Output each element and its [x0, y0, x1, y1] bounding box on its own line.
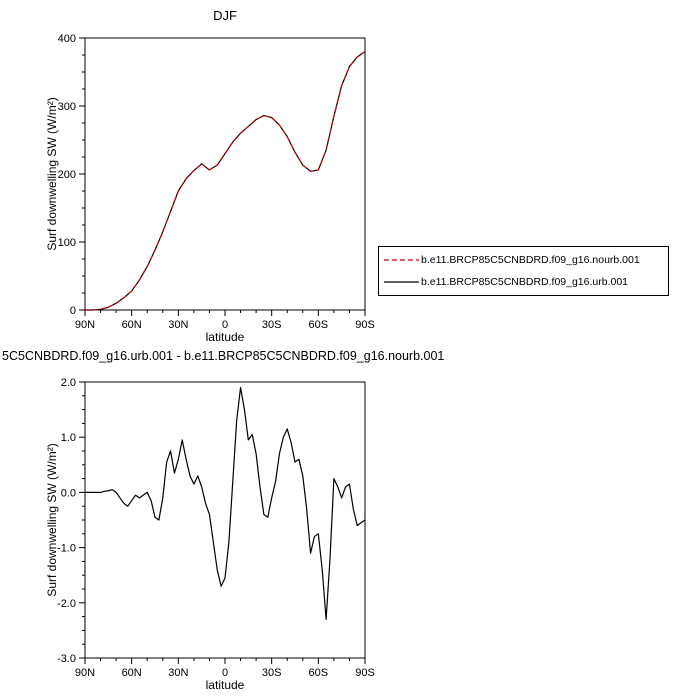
legend-line-sample-urb-icon — [384, 281, 419, 283]
legend-label-urb: b.e11.BRCP85C5CNBDRD.f09_g16.urb.001 — [421, 276, 629, 288]
y-tick-label: 100 — [58, 237, 76, 249]
plot-frame — [84, 381, 366, 659]
x-axis-label: latitude — [206, 330, 245, 344]
x-tick-label: 90S — [355, 319, 375, 331]
chart-title: 5C5CNBDRD.f09_g16.urb.001 - b.e11.BRCP85… — [2, 349, 444, 363]
y-tick-label: -3.0 — [57, 653, 76, 665]
top-panel-plot: 90N 60N 30N 0 30S 60S 90S 0 100 200 300 400 DJF latit… — [45, 8, 375, 344]
legend-line-sample-nourb-icon — [384, 259, 419, 261]
x-tick-label: 0 — [222, 319, 228, 331]
x-tick-label: 90S — [355, 667, 375, 679]
series-line — [85, 51, 366, 311]
y-tick-label: 2.0 — [61, 377, 76, 389]
x-tick-label: 90N — [75, 319, 95, 331]
x-tick-label: 30N — [168, 319, 188, 331]
series-line — [85, 386, 366, 620]
y-tick-label: 0.0 — [61, 487, 76, 499]
x-tick-label: 30S — [262, 667, 282, 679]
x-tick-label: 30N — [168, 667, 188, 679]
x-tick-label: 60N — [122, 667, 142, 679]
y-tick-label: -2.0 — [57, 598, 76, 610]
x-tick-label: 60S — [309, 319, 329, 331]
y-tick-label: 0 — [70, 305, 76, 317]
legend: b.e11.BRCP85C5CNBDRD.f09_g16.nourb.001 b… — [378, 246, 669, 296]
y-tick-label: 400 — [58, 33, 76, 45]
x-tick-label: 90N — [75, 667, 95, 679]
x-tick-label: 60S — [309, 667, 329, 679]
x-tick-label: 0 — [222, 667, 228, 679]
y-tick-label: 1.0 — [61, 432, 76, 444]
top-chart: 90N 60N 30N 0 30S 60S 90S 0 100 200 300 400 DJF latit… — [45, 8, 375, 344]
legend-item-nourb: b.e11.BRCP85C5CNBDRD.f09_g16.nourb.001 — [381, 249, 666, 271]
y-axis-label: Surf downwelling SW (W/m²) — [45, 443, 59, 596]
plot-frame — [84, 37, 366, 311]
y-tick-label: 300 — [58, 101, 76, 113]
series-line — [85, 51, 366, 311]
legend-item-urb: b.e11.BRCP85C5CNBDRD.f09_g16.urb.001 — [381, 271, 666, 293]
x-tick-label: 30S — [262, 319, 282, 331]
x-tick-label: 60N — [122, 319, 142, 331]
chart-title: DJF — [213, 8, 237, 23]
x-axis-label: latitude — [206, 678, 245, 692]
y-tick-label: -1.0 — [57, 543, 76, 555]
legend-label-nourb: b.e11.BRCP85C5CNBDRD.f09_g16.nourb.001 — [421, 254, 640, 266]
y-axis-label: Surf downwelling SW (W/m²) — [45, 97, 59, 250]
y-tick-label: 200 — [58, 169, 76, 181]
bottom-chart: 90N 60N 30N 0 30S 60S 90S 2.0 1.0 0.0 -1.0 -2.0 -3.0… — [0, 345, 700, 700]
bottom-panel-plot: 90N 60N 30N 0 30S 60S 90S 2.0 1.0 0.0 -1.0 -2.0 -3.0… — [2, 349, 444, 692]
